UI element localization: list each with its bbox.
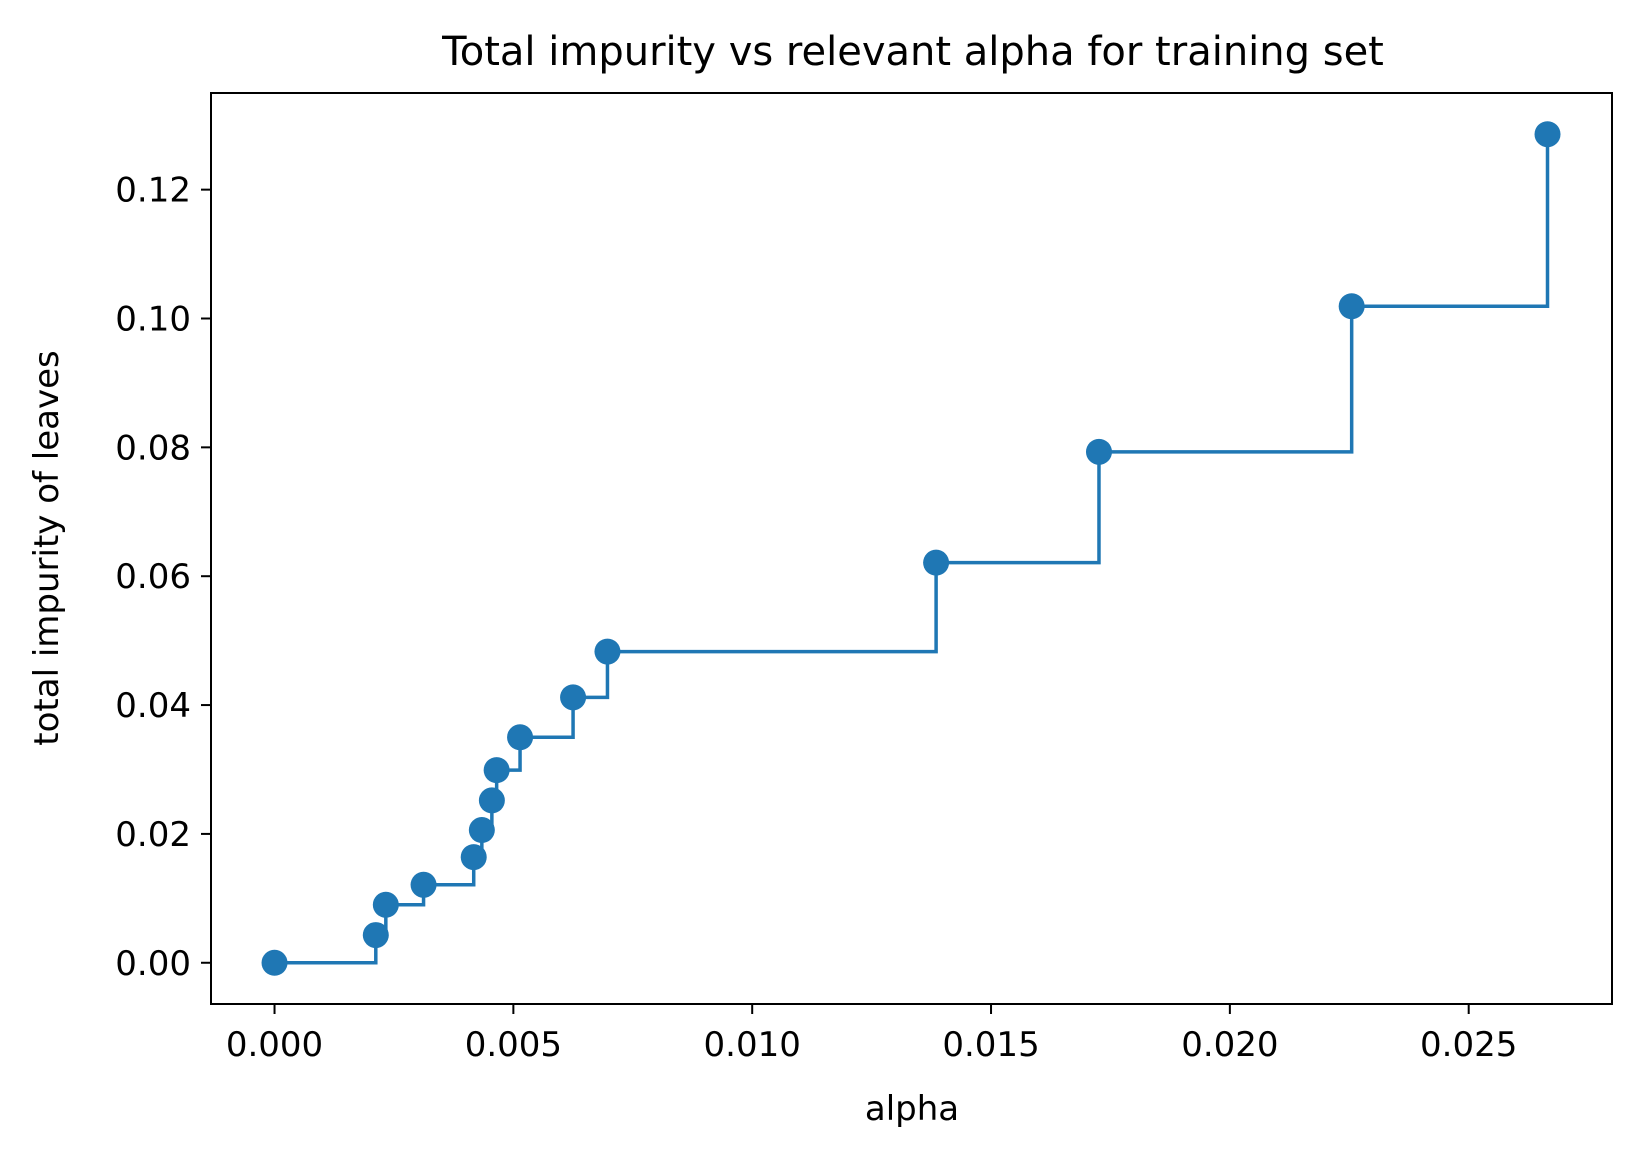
data-point xyxy=(460,844,487,871)
x-tick-label: 0.010 xyxy=(704,1025,801,1065)
y-tick-label: 0.08 xyxy=(115,428,191,468)
x-tick-label: 0.020 xyxy=(1181,1025,1278,1065)
x-tick-label: 0.000 xyxy=(226,1025,323,1065)
y-tick-label: 0.12 xyxy=(115,171,191,211)
data-point xyxy=(410,871,437,898)
x-tick-label: 0.005 xyxy=(465,1025,562,1065)
data-point xyxy=(478,787,505,814)
x-tick-label: 0.025 xyxy=(1420,1025,1517,1065)
x-axis-label: alpha xyxy=(865,1089,959,1129)
y-tick-label: 0.02 xyxy=(115,815,191,855)
data-point xyxy=(483,757,510,784)
plot-frame xyxy=(210,92,1613,1005)
y-axis-label: total impurity of leaves xyxy=(27,350,67,745)
y-tick-label: 0.06 xyxy=(115,557,191,597)
data-point xyxy=(560,684,587,711)
y-tick-label: 0.00 xyxy=(115,944,191,984)
data-point xyxy=(261,949,288,976)
data-point xyxy=(1085,438,1112,465)
plot-layer: 0.000 0.005 0.010 0.015 0.020 0.025 0.00 0.02 0.… xyxy=(115,121,1561,1065)
chart-title: Total impurity vs relevant alpha for tra… xyxy=(441,29,1384,75)
data-point xyxy=(1338,293,1365,320)
data-point xyxy=(1534,121,1561,148)
data-point xyxy=(468,817,495,844)
y-tick-label: 0.10 xyxy=(115,299,191,339)
data-point xyxy=(923,549,950,576)
data-point xyxy=(594,638,621,665)
data-point xyxy=(507,724,534,751)
data-point xyxy=(372,891,399,918)
data-point xyxy=(362,922,389,949)
y-tick-label: 0.04 xyxy=(115,686,191,726)
x-tick-label: 0.015 xyxy=(942,1025,1039,1065)
